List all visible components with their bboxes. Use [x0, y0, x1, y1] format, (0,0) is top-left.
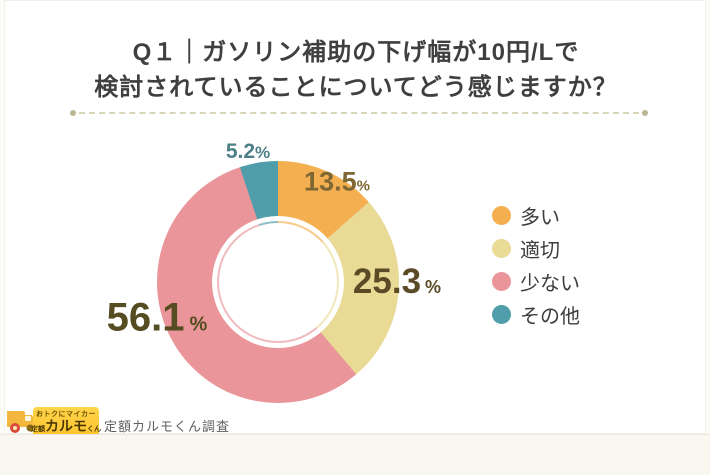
- slice-label-sonota: 5.2%: [226, 140, 270, 164]
- legend-label: 多い: [520, 207, 560, 229]
- legend-label: 少ない: [520, 273, 580, 295]
- slice-unit: %: [425, 277, 442, 297]
- divider-dot-right: [642, 110, 648, 116]
- slice-value: 13.5: [304, 166, 357, 197]
- slice-value: 5.2: [225, 140, 256, 163]
- donut-chart: 13.5% 25.3% 56.1% 5.2%: [5, 1, 707, 435]
- title-divider: [70, 110, 648, 116]
- survey-card: Q１｜ガソリン補助の下げ幅が10円/Lで 検討されていることについてどう感じます…: [3, 0, 707, 439]
- slice-value: 56.1: [106, 295, 185, 340]
- legend-item-ooi: 多い: [492, 206, 580, 229]
- survey-source-caption: 定額カルモくん調査: [104, 419, 231, 434]
- slice-label-tekisetsu: 25.3%: [353, 262, 441, 302]
- question-title-line1: Q１｜ガソリン補助の下げ幅が10円/Lで: [132, 39, 580, 66]
- slice-label-sukunai: 56.1%: [107, 296, 208, 341]
- legend-swatch: [492, 305, 511, 324]
- divider-dot-left: [70, 110, 76, 116]
- karumo-logo-badge: おトクにマイカー 定額カルモくん: [31, 407, 101, 439]
- logo-badge-brand: 定額カルモくん: [31, 417, 101, 437]
- logo-brand-prefix: 定額: [31, 425, 45, 433]
- slice-unit: %: [189, 313, 208, 336]
- legend-swatch: [492, 272, 511, 291]
- logo-brand-main: カルモ: [45, 417, 87, 434]
- donut-inner-white: [219, 223, 337, 341]
- question-title-line2: 検討されていることについてどう感じますか？: [94, 74, 618, 101]
- legend-label: その他: [520, 306, 580, 328]
- slice-unit: %: [255, 143, 271, 162]
- legend-label: 適切: [520, 240, 560, 262]
- logo-brand-suffix: くん: [87, 425, 101, 433]
- car-icon: [3, 403, 37, 444]
- slice-label-ooi: 13.5%: [304, 167, 370, 198]
- bottom-strip: [0, 434, 710, 475]
- legend-item-sukunai: 少ない: [492, 272, 580, 295]
- slice-unit: %: [356, 177, 370, 195]
- legend-swatch: [492, 239, 511, 258]
- chart-legend: 多い 適切 少ない その他: [492, 206, 580, 338]
- question-title: Q１｜ガソリン補助の下げ幅が10円/Lで 検討されていることについてどう感じます…: [5, 35, 707, 105]
- legend-swatch: [492, 206, 511, 225]
- slice-value: 25.3: [352, 262, 422, 301]
- legend-item-sonota: その他: [492, 305, 580, 328]
- legend-item-tekisetsu: 適切: [492, 239, 580, 262]
- logo-badge-tagline: おトクにマイカー: [36, 410, 96, 418]
